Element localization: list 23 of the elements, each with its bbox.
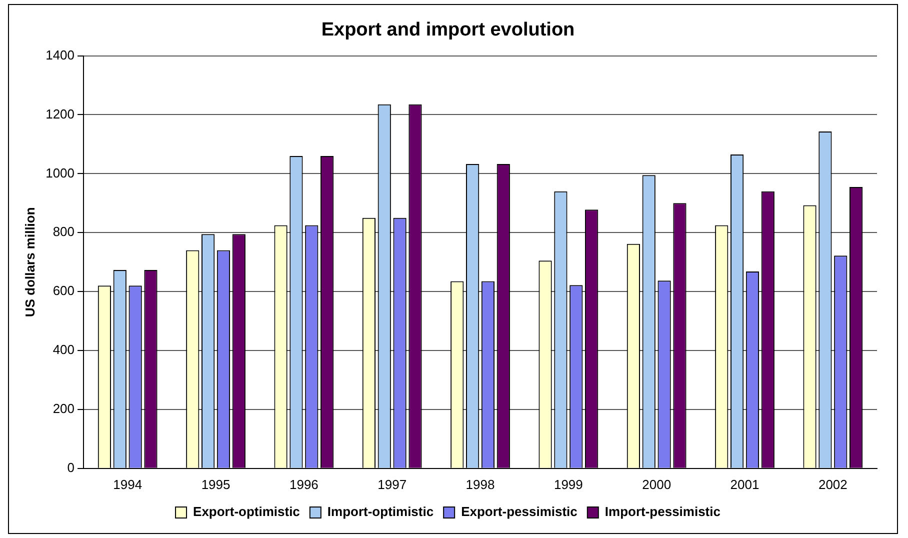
x-tick-label: 2000 <box>642 476 672 492</box>
legend-label: Export-pessimistic <box>461 504 578 520</box>
x-tick-label: 1996 <box>289 476 318 492</box>
x-tick-label: 1999 <box>554 476 583 492</box>
legend-label: Import-optimistic <box>327 504 434 520</box>
y-tick-label: 0 <box>67 460 75 475</box>
y-tick-label: 800 <box>52 224 75 240</box>
y-axis-title: US dollars million <box>22 207 38 317</box>
y-tick-label: 1200 <box>46 106 75 122</box>
x-tick-label: 1998 <box>466 476 495 492</box>
y-tick-label: 200 <box>52 401 75 416</box>
y-tick-label: 400 <box>52 342 75 358</box>
y-tick-label: 600 <box>52 283 75 298</box>
y-tick-label: 1400 <box>46 47 75 62</box>
x-tick-label: 2002 <box>818 476 848 492</box>
chart-title: Export and import evolution <box>321 20 575 41</box>
x-tick-label: 1994 <box>113 476 142 492</box>
legend-label: Import-pessimistic <box>604 504 720 520</box>
x-tick-label: 2001 <box>730 476 760 492</box>
legend-label: Export-optimistic <box>193 504 300 520</box>
y-tick-label: 1000 <box>46 165 75 180</box>
x-tick-label: 1997 <box>378 476 407 492</box>
x-tick-label: 1995 <box>201 476 230 492</box>
